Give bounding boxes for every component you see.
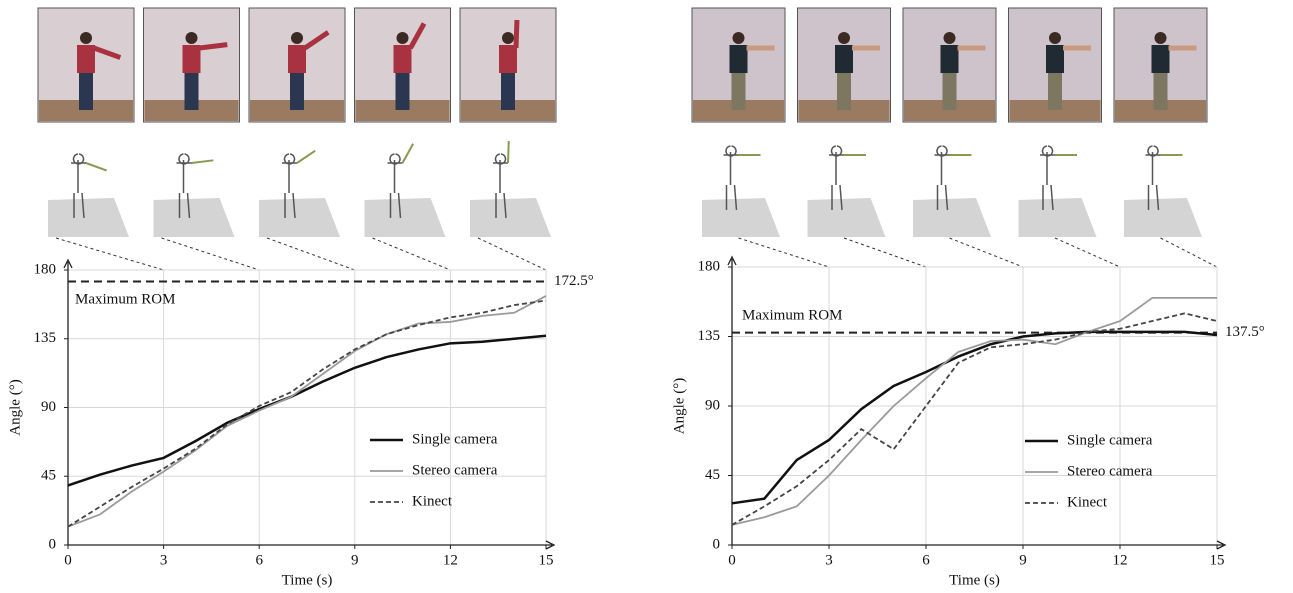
person-legs [943,73,957,110]
x-tick-label: 12 [1113,552,1128,568]
y-tick-label: 90 [41,399,56,415]
y-tick-label: 0 [713,536,721,552]
person-legs [396,73,410,110]
reference-label: 172.5° [554,273,594,289]
legend-label: Stereo camera [1067,463,1153,479]
connector [267,238,355,270]
person-head [733,32,745,44]
reference-label: 137.5° [1225,324,1265,340]
platform [702,198,780,237]
platform [154,198,235,237]
x-tick-label: 12 [443,552,458,568]
y-tick-label: 135 [34,330,57,346]
y-tick-label: 180 [698,258,721,274]
skeleton-arm [297,151,315,163]
connector [1055,238,1120,267]
person-torso [183,45,201,73]
x-tick-label: 6 [255,552,263,568]
person-arm [200,45,228,48]
person-head [397,32,409,44]
person-head [1049,32,1061,44]
legend-label: Kinect [412,493,453,509]
axes [728,257,1225,549]
person-head [502,32,514,44]
x-axis-title: Time (s) [282,572,333,588]
y-tick-label: 45 [705,467,720,483]
connector [56,238,164,270]
annotation: Maximum ROM [75,291,175,307]
person-legs [1048,73,1062,110]
platform [365,198,446,237]
platform [1124,198,1202,237]
person-legs [1154,73,1168,110]
connector [844,238,926,267]
person-torso [835,45,853,73]
figure: 0369121504590135180Time (s)Angle (°)172.… [0,0,1293,593]
x-axis-title: Time (s) [949,572,1000,588]
person-torso [730,45,748,73]
skeleton-arm [86,163,107,171]
person-torso [394,45,412,73]
person-torso [499,45,517,73]
person-head [186,32,198,44]
skeleton-arm [508,141,509,163]
person-legs [501,73,515,110]
y-tick-label: 45 [41,468,56,484]
x-tick-label: 15 [1210,552,1225,568]
person-legs [185,73,199,110]
person-torso [941,45,959,73]
platform [48,198,129,237]
annotation: Maximum ROM [742,307,842,323]
x-tick-label: 3 [160,552,168,568]
x-tick-label: 9 [351,552,359,568]
person-torso [1046,45,1064,73]
connector [162,238,260,270]
y-tick-label: 0 [49,536,57,552]
person-legs [837,73,851,110]
y-tick-label: 90 [705,397,720,413]
connector [373,238,451,270]
person-head [80,32,92,44]
y-tick-label: 180 [34,261,57,277]
x-tick-label: 0 [728,552,736,568]
person-legs [79,73,93,110]
platform [808,198,886,237]
connector [1161,238,1218,267]
person-legs [732,73,746,110]
y-axis-title: Angle (°) [671,378,687,434]
y-axis-title: Angle (°) [7,379,23,435]
connector [739,238,830,267]
person-legs [290,73,304,110]
person-head [291,32,303,44]
person-head [1155,32,1167,44]
platform [913,198,991,237]
series-line [68,301,546,527]
x-tick-label: 0 [64,552,72,568]
legend-label: Single camera [412,431,498,447]
x-tick-label: 9 [1019,552,1027,568]
platform [259,198,340,237]
connector [478,238,546,270]
series-line [732,313,1217,525]
x-tick-label: 15 [539,552,554,568]
platform [470,198,551,237]
person-torso [288,45,306,73]
x-tick-label: 3 [825,552,833,568]
person-head [838,32,850,44]
y-tick-label: 135 [698,328,721,344]
skeleton-arm [192,160,214,163]
legend-label: Kinect [1067,494,1108,510]
person-torso [1152,45,1170,73]
skeleton-arm [403,144,414,163]
x-tick-label: 6 [922,552,930,568]
person-arm [516,20,517,48]
person-head [944,32,956,44]
connector [950,238,1024,267]
legend-label: Stereo camera [412,462,498,478]
platform [1019,198,1097,237]
legend-label: Single camera [1067,432,1153,448]
person-torso [77,45,95,73]
series-line [68,296,546,527]
